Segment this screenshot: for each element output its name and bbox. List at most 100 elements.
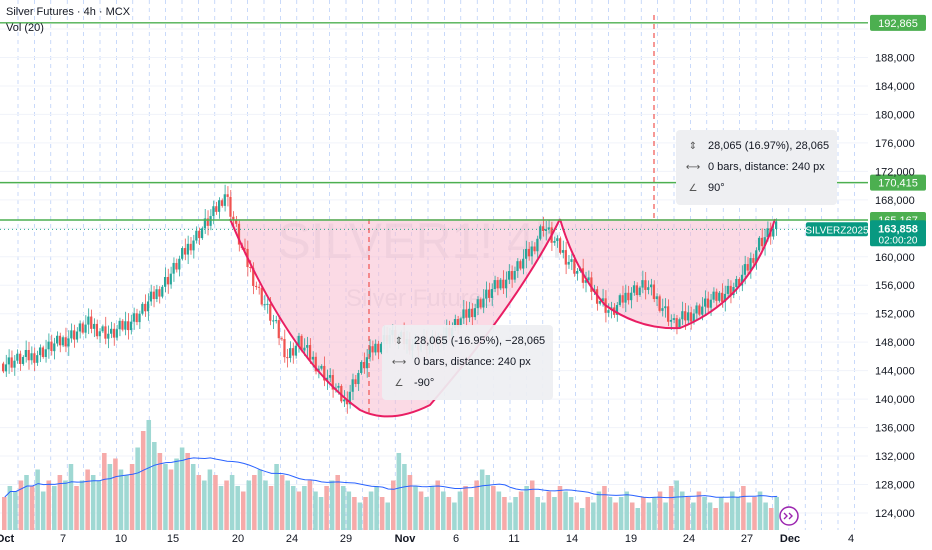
x-tick-label: 4 <box>848 533 854 545</box>
volume-bar <box>274 464 279 530</box>
candle <box>749 252 752 279</box>
volume-bar <box>29 486 35 530</box>
candle-body <box>41 347 45 357</box>
candle-body <box>505 279 508 289</box>
volume-bar <box>352 497 357 530</box>
volume-bar <box>18 480 24 530</box>
x-tick-label: 10 <box>115 533 127 545</box>
candle-body <box>203 218 207 229</box>
candle-body <box>649 284 653 288</box>
candle-body <box>172 262 175 274</box>
volume-bar <box>724 502 729 530</box>
candle-body <box>530 246 533 257</box>
measure-down-bars: 0 bars, distance: 240 px <box>414 356 531 368</box>
candle-body <box>146 301 150 312</box>
volume-bar <box>413 486 418 530</box>
candle-body <box>374 343 377 353</box>
candle-body <box>58 335 62 346</box>
candle <box>561 240 565 259</box>
volume-bar <box>618 497 624 530</box>
volume-bar <box>218 486 224 530</box>
candle-body <box>377 343 380 353</box>
candle-body <box>36 355 39 363</box>
y-tick-label: 188,000 <box>875 52 915 64</box>
candle <box>141 302 144 316</box>
candle <box>64 327 67 353</box>
candle <box>357 369 360 391</box>
candle <box>121 319 124 332</box>
candle <box>735 275 738 294</box>
candle <box>706 291 710 313</box>
candle <box>58 332 62 353</box>
volume-bar <box>207 469 213 530</box>
volume-bar <box>468 497 474 530</box>
x-tick-label: Nov <box>395 533 417 545</box>
candle <box>27 341 30 370</box>
candle-body <box>772 229 775 237</box>
level-price-tag <box>870 174 926 191</box>
candle <box>81 321 84 335</box>
candle <box>21 355 25 366</box>
candle-body <box>766 228 769 238</box>
candle <box>760 228 764 252</box>
candle <box>206 210 209 236</box>
candle-body <box>121 320 124 330</box>
symbol-tag-label: SILVERZ2025 <box>805 225 869 236</box>
candle-body <box>192 240 195 251</box>
bar-range-icon: ⟷ <box>391 357 407 368</box>
candle <box>16 349 19 364</box>
candle <box>101 324 104 334</box>
candle-body <box>53 343 56 352</box>
candle <box>36 350 39 366</box>
volume-bar <box>229 475 235 530</box>
x-tick-label: 7 <box>60 533 66 545</box>
candle <box>627 285 630 305</box>
candle-body <box>104 326 107 339</box>
candle <box>186 235 189 265</box>
candle <box>320 364 323 371</box>
realtime-circle <box>779 506 799 526</box>
volume-bar <box>435 480 441 530</box>
candle <box>527 242 530 261</box>
candle-body <box>19 353 22 364</box>
handle-curve <box>559 218 776 330</box>
candle-body <box>135 313 138 323</box>
candle <box>53 337 56 360</box>
volume-bar <box>407 475 413 530</box>
candle <box>198 227 201 246</box>
candle-body <box>323 365 326 381</box>
candle-body <box>689 312 692 322</box>
volume-bar <box>491 486 496 530</box>
candle-body <box>712 291 715 300</box>
measure-up-angle: 90° <box>708 182 725 194</box>
volume-bar <box>129 464 135 530</box>
volume-bar <box>52 486 57 530</box>
candle <box>104 316 107 345</box>
candle-body <box>7 357 10 365</box>
candle-body <box>669 319 673 322</box>
volume-bar <box>307 480 313 530</box>
candle-body <box>675 318 678 328</box>
candle <box>712 287 715 303</box>
candle-body <box>163 276 167 287</box>
candle <box>98 328 101 344</box>
candle-body <box>587 277 590 281</box>
candle <box>485 281 488 309</box>
candle <box>24 340 27 363</box>
candle-body <box>297 335 300 346</box>
candle <box>752 253 755 266</box>
candle <box>530 240 533 265</box>
candle-body <box>30 353 33 361</box>
candle-body <box>362 362 366 369</box>
candle-body <box>462 309 465 319</box>
volume-bar <box>541 502 546 530</box>
candle-body <box>232 216 235 221</box>
volume-bar <box>340 486 346 530</box>
y-tick-label: 124,000 <box>875 508 915 520</box>
candle-body <box>630 292 633 301</box>
candle <box>649 278 653 296</box>
scroll-to-realtime-button[interactable] <box>779 506 799 526</box>
candle <box>507 264 511 285</box>
volume-bar <box>418 491 424 530</box>
